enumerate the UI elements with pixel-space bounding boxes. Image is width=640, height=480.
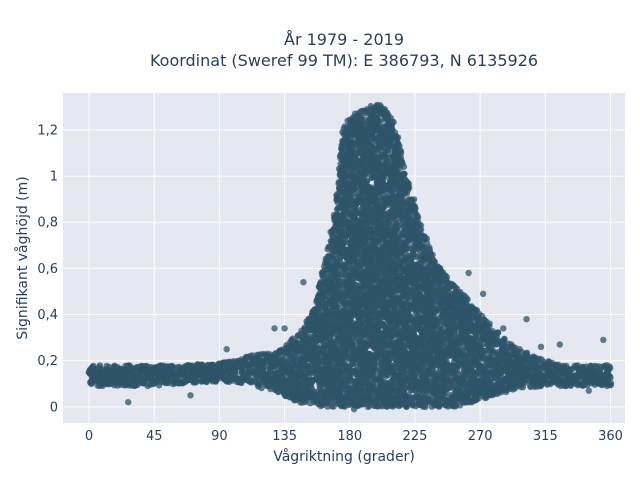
data-point — [96, 362, 104, 369]
data-point — [261, 363, 269, 370]
data-point — [394, 134, 402, 141]
chart-title-line1: År 1979 - 2019 — [284, 30, 404, 49]
scatter-points — [85, 101, 615, 413]
data-point — [390, 118, 397, 126]
data-point — [192, 379, 199, 386]
data-point — [397, 149, 405, 157]
chart-title-line2: Koordinat (Sweref 99 TM): E 386793, N 61… — [150, 51, 538, 70]
data-point — [232, 368, 239, 376]
data-point — [258, 384, 265, 392]
data-point — [169, 364, 176, 371]
